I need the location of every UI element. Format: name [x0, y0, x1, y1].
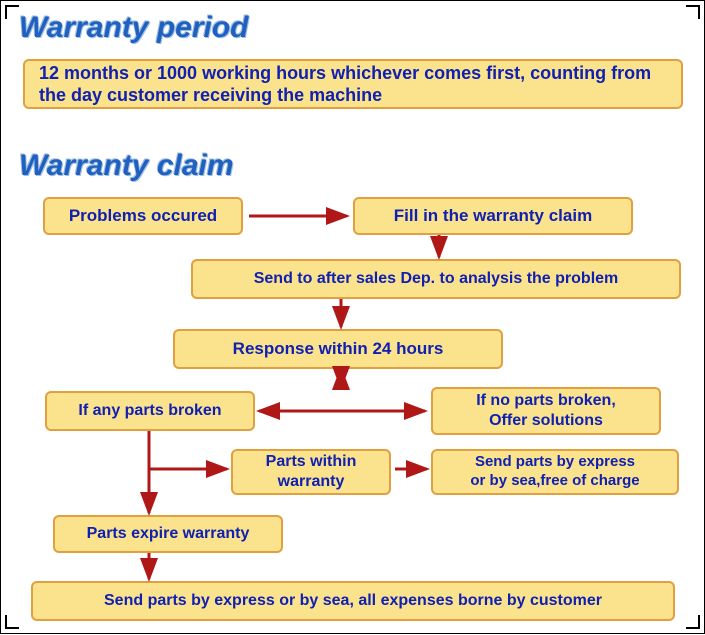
box-fill-claim: Fill in the warranty claim	[353, 197, 633, 235]
heading-warranty-claim: Warranty claim	[19, 149, 234, 183]
heading-warranty-period: Warranty period	[19, 11, 249, 45]
box-no-broken: If no parts broken, Offer solutions	[431, 387, 661, 435]
box-send-dep: Send to after sales Dep. to analysis the…	[191, 259, 681, 299]
box-any-broken: If any parts broken	[45, 391, 255, 431]
box-send-free: Send parts by express or by sea,free of …	[431, 449, 679, 495]
box-expire: Parts expire warranty	[53, 515, 283, 553]
box-send-paid: Send parts by express or by sea, all exp…	[31, 581, 675, 621]
box-period-desc: 12 months or 1000 working hours whicheve…	[23, 59, 683, 109]
box-within: Parts within warranty	[231, 449, 391, 495]
box-response: Response within 24 hours	[173, 329, 503, 369]
box-problems: Problems occured	[43, 197, 243, 235]
